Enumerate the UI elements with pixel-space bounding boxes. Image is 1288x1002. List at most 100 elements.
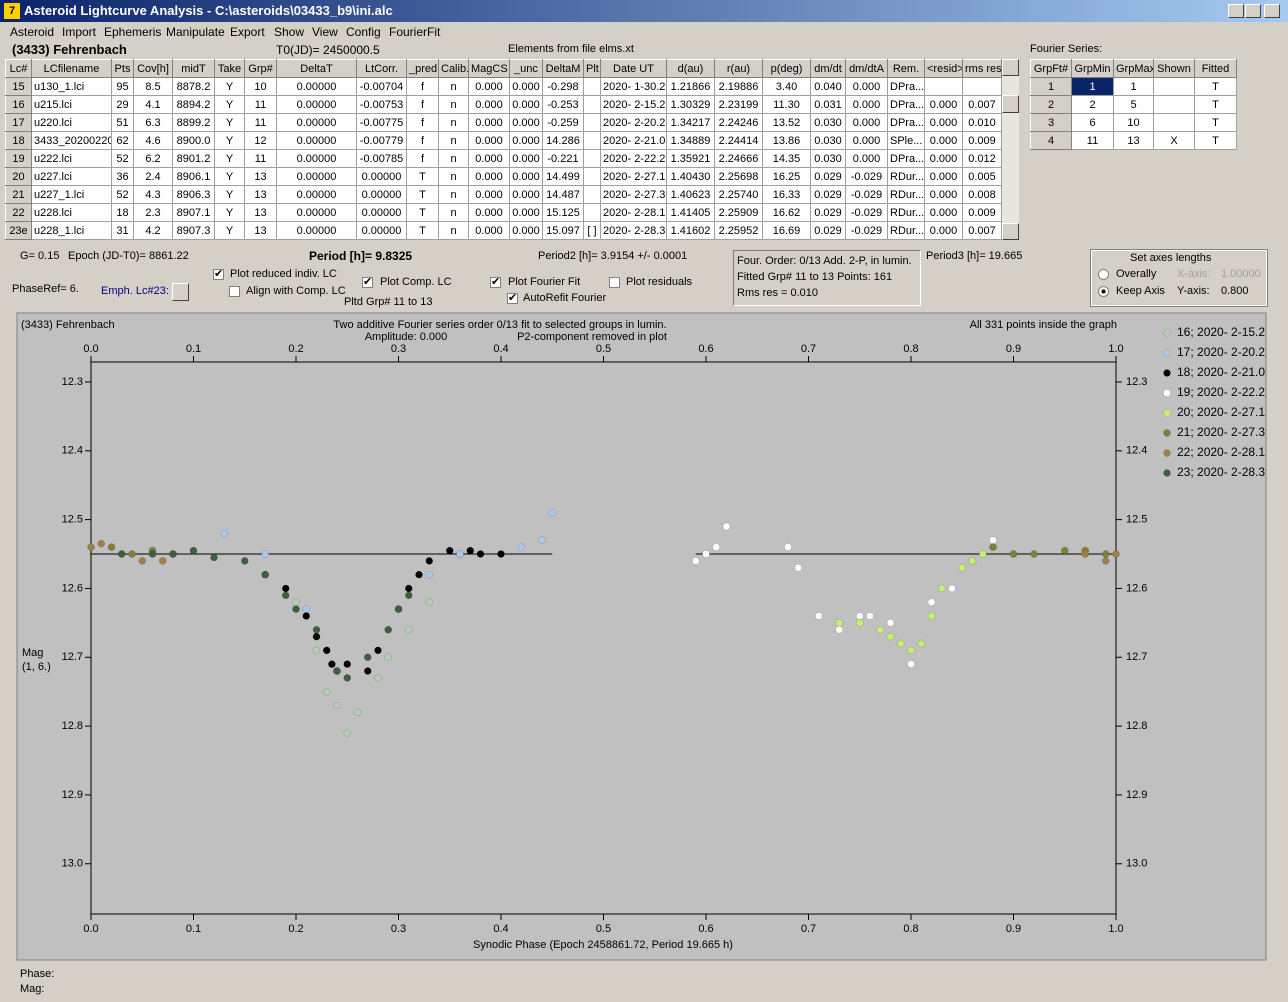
column-header[interactable]: Take [214,59,245,78]
data-point [907,660,915,668]
row-header: 21 [5,185,32,204]
legend-label: 18; 2020- 2-21.0 [1177,365,1265,379]
checkbox[interactable] [609,277,620,288]
column-header[interactable]: p(deg) [762,59,811,78]
menu-item[interactable]: FourierFit [389,25,441,39]
menu-item[interactable]: Asteroid [10,25,55,39]
column-header[interactable]: Pts [111,59,134,78]
maximize-button[interactable] [1245,4,1261,18]
x-tick-label: 0.3 [391,343,406,355]
column-header[interactable]: _pred. [406,59,439,78]
checkbox-label[interactable]: Plot Fourier Fit [508,276,581,288]
x-tick-label: 0.0 [83,343,98,355]
table-cell: X [1153,131,1195,150]
fit-info: Fitted Grp# 11 to 13 Points: 161 [737,271,893,283]
t0-label: T0(JD)= 2450000.5 [276,43,380,57]
table-cell: 10 [244,77,277,96]
column-header[interactable]: LCfilename [31,59,112,78]
table-cell: 0.000 [468,185,510,204]
table-cell: u227.lci [31,167,112,186]
x-tick-label: 0.9 [1006,343,1021,355]
table-grid: GrpFt# GrpMin GrpMax Shown Fitted 1 1 1 T 2 2 5 T 3 6 1… [1030,59,1237,150]
column-header[interactable]: Date UT [600,59,667,78]
data-point [364,653,372,662]
checkbox[interactable]: ✔ [362,276,373,288]
menu-item[interactable]: Ephemeris [104,25,162,39]
column-header[interactable]: GrpMin [1071,59,1114,78]
data-point [384,625,392,634]
table-cell: 13 [244,185,277,204]
checkbox-label[interactable]: Plot reduced indiv. LC [230,268,337,280]
x-tick-label: 0.0 [83,923,98,935]
checkbox[interactable] [229,286,240,297]
column-header[interactable]: LtCorr. [356,59,407,78]
radio-label[interactable]: Keep Axis [1116,285,1165,297]
y-tick-label: 13.0 [62,858,83,870]
table-row[interactable]: 23e u228_1.lci 31 4.2 8907.3 Y 13 0.00000 0.0000… [5,221,1002,240]
axis-field-value: 1.00000 [1221,268,1261,280]
table-row[interactable]: 21 u227_1.lci 52 4.3 8906.3 Y 13 0.00000 0.00000… [5,185,1002,204]
app-icon: 7 [4,3,20,19]
radio-button[interactable] [1098,286,1109,297]
table-row[interactable]: 17 u220.lci 51 6.3 8899.2 Y 11 0.00000 -0.00775 f… [5,113,1002,132]
checkbox[interactable]: ✔ [507,292,518,304]
column-header[interactable]: Lc# [5,59,32,78]
radio-button[interactable] [1098,269,1109,280]
column-header[interactable]: dm/dtA [845,59,888,78]
column-header[interactable]: Shown [1153,59,1195,78]
table-row[interactable]: 4 11 13 X T [1030,131,1237,150]
checkbox[interactable]: ✔ [213,268,224,280]
scroll-thumb[interactable] [1002,95,1019,113]
scroll-down[interactable] [1002,223,1019,240]
column-header[interactable]: Grp# [244,59,277,78]
column-header[interactable]: Fitted [1194,59,1237,78]
column-header[interactable]: Plt [583,59,601,78]
emph-spinner[interactable] [172,283,189,301]
checkbox[interactable]: ✔ [490,276,501,288]
table-cell: 0.00000 [276,221,357,240]
y-tick-label: 12.7 [1126,651,1147,663]
close-button[interactable] [1264,4,1280,18]
fourier-title: Fourier Series: [1030,43,1103,55]
table-row[interactable]: 19 u222.lci 52 6.2 8901.2 Y 11 0.00000 -0.00785 f… [5,149,1002,168]
table-scrollbar[interactable] [1002,59,1019,240]
menu-item[interactable]: Config [346,25,381,39]
column-header[interactable]: midT [172,59,215,78]
menu-item[interactable]: Show [274,25,305,39]
table-cell: 0.010 [962,113,1002,132]
radio-label[interactable]: Overally [1116,268,1157,280]
axes-box-title: Set axes lengths [1130,252,1212,264]
scroll-up[interactable] [1002,59,1019,76]
checkbox-label[interactable]: Align with Comp. LC [246,285,346,297]
table-grid: Lc# LCfilename Pts Cov[h] midT Take Grp# DeltaT… [5,59,1002,240]
data-point [425,570,433,579]
data-point [292,605,300,613]
row-header: 4 [1030,131,1072,150]
row-header: 18 [5,131,32,150]
menu-item[interactable]: Export [230,25,265,39]
legend-label: 22; 2020- 2-28.1 [1177,445,1265,459]
table-cell: 8906.1 [172,167,215,186]
menu-item[interactable]: View [312,25,338,39]
table-cell: u228.lci [31,203,112,222]
table-row[interactable]: 18 3433_20200220 62 4.6 8900.0 Y 12 0.00000 -0.0… [5,131,1002,150]
annotation: P2-component removed in plot [517,331,667,343]
checkbox-label[interactable]: AutoRefit Fourier [523,292,607,304]
row-header: 2 [1030,95,1072,114]
checkbox-label[interactable]: Plot residuals [626,276,693,288]
menu-item[interactable]: Import [62,25,97,39]
minimize-button[interactable] [1228,4,1244,18]
menu-item[interactable]: Manipulate [166,25,225,39]
data-point [374,646,382,655]
checkbox-label[interactable]: Plot Comp. LC [380,276,452,288]
legend-marker [1163,429,1171,437]
data-point [938,584,946,593]
column-header[interactable]: dm/dt [810,59,846,78]
table-cell: 0.000 [845,95,888,114]
column-header[interactable]: DeltaM [542,59,584,78]
column-header[interactable]: <resid> [924,59,963,78]
column-header[interactable]: Cov[h] [133,59,173,78]
data-point [517,543,526,551]
